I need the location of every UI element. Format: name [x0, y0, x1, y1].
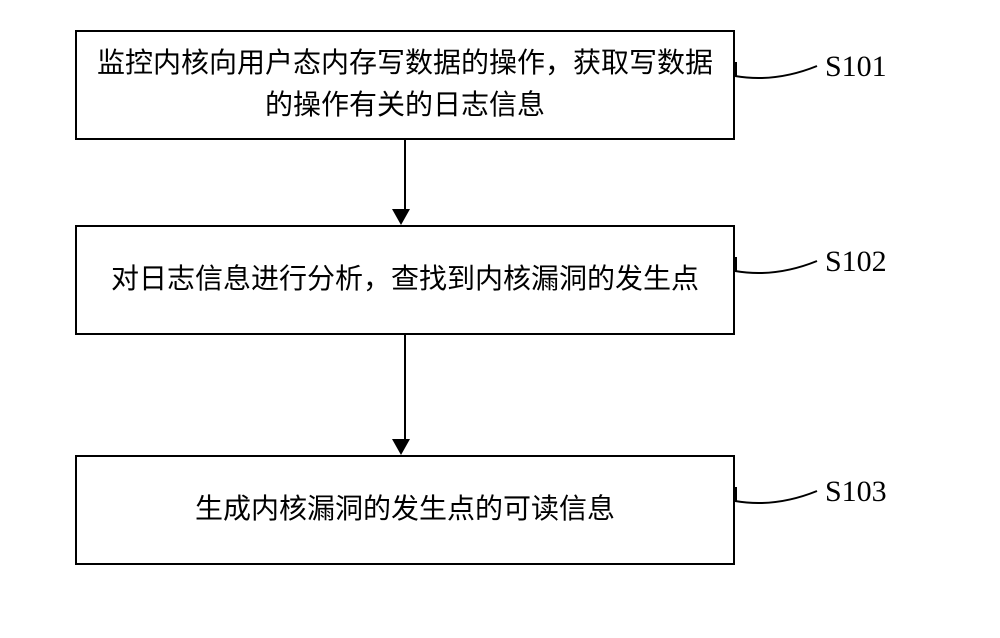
arrow-head-2 [392, 439, 410, 455]
step-box-3: 生成内核漏洞的发生点的可读信息 [75, 455, 735, 565]
arrow-head-1 [392, 209, 410, 225]
step-box-1: 监控内核向用户态内存写数据的操作，获取写数据的操作有关的日志信息 [75, 30, 735, 140]
connector-curve-2 [735, 253, 820, 283]
arrow-1 [400, 140, 410, 225]
flowchart-container: 监控内核向用户态内存写数据的操作，获取写数据的操作有关的日志信息 S101 对日… [0, 0, 1000, 638]
connector-curve-3 [735, 483, 820, 513]
connector-curve-1 [735, 58, 820, 88]
step-label-1: S101 [825, 50, 887, 84]
arrow-line-2 [404, 335, 406, 439]
step-label-3: S103 [825, 475, 887, 509]
arrow-line-1 [404, 140, 406, 209]
step-box-2: 对日志信息进行分析，查找到内核漏洞的发生点 [75, 225, 735, 335]
step-text-2: 对日志信息进行分析，查找到内核漏洞的发生点 [111, 259, 699, 301]
step-text-3: 生成内核漏洞的发生点的可读信息 [195, 489, 615, 531]
arrow-2 [400, 335, 410, 455]
step-label-2: S102 [825, 245, 887, 279]
step-text-1: 监控内核向用户态内存写数据的操作，获取写数据的操作有关的日志信息 [97, 43, 713, 127]
